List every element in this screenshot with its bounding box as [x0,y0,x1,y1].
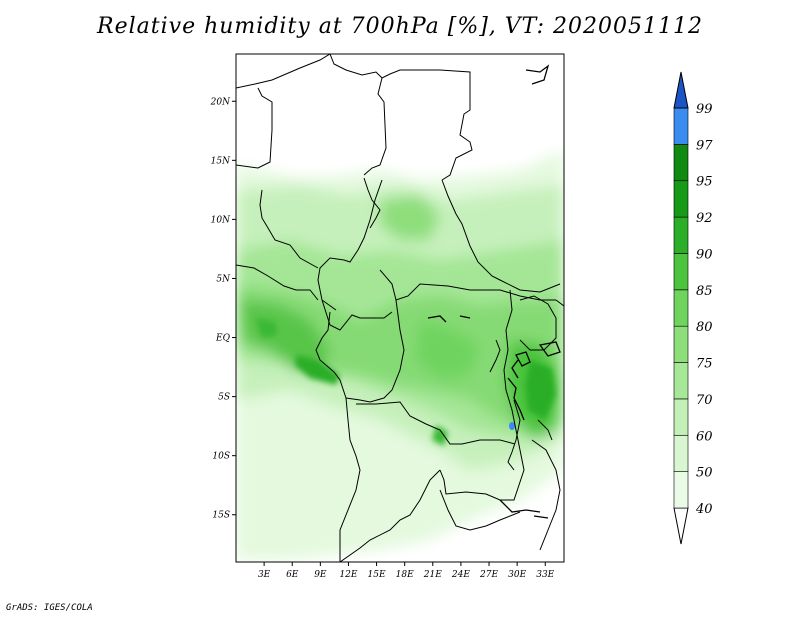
lon-tick-label: 15E [368,570,386,580]
lat-tick-label: EQ [215,334,231,344]
lon-tick-label: 12E [339,570,357,580]
colorbar-segment [673,471,689,509]
colorbar-top-triangle [673,71,689,109]
colorbar-label: 80 [696,320,713,335]
colorbar-label: 50 [696,466,713,481]
lakes [427,64,561,519]
lon-tick-label: 24E [451,570,470,580]
colorbar-bottom-triangle [673,507,689,545]
colorbar: 40 50 60 70 75 80 85 90 92 95 97 99 [673,71,713,545]
lon-tick-label: 33E [536,570,554,580]
lon-tick-label: 21E [423,570,442,580]
map-frame [235,53,565,563]
colorbar-label: 75 [696,357,713,372]
colorbar-segment [673,362,689,400]
colorbar-label: 70 [696,393,713,408]
lat-tick-label: 10S [212,452,230,462]
colorbar-label: 99 [696,102,713,117]
lon-tick-label: 18E [396,570,414,580]
lon-tick-label: 3E [258,570,271,580]
lon-tick-label: 30E [508,570,526,580]
colorbar-segment [673,107,689,145]
lat-tick-label: 15N [211,156,231,166]
colorbar-segment [673,398,689,436]
colorbar-segment [673,325,689,363]
colorbar-label: 40 [695,502,713,517]
chart-title: Relative humidity at 700hPa [%], VT: 202… [97,14,703,39]
grads-credit: GrADS: IGES/COLA [6,603,93,613]
colorbar-segment [673,289,689,327]
colorbar-label: 60 [696,429,713,444]
lat-tick-label: 20N [210,97,231,107]
colorbar-segment [673,253,689,291]
lon-tick-label: 27E [479,570,498,580]
colorbar-label: 90 [696,247,713,262]
lat-tick-label: 15S [212,511,230,521]
lon-tick-label: 6E [286,570,299,580]
lat-tick-label: 10N [211,215,231,225]
high-humidity-spot [509,422,515,430]
colorbar-segment [673,180,689,218]
colorbar-segment [673,216,689,254]
map-borders [236,54,564,562]
colorbar-segment [673,434,689,472]
lat-tick-label: 5N [216,274,231,284]
colorbar-label: 85 [696,284,713,299]
colorbar-label: 97 [696,138,713,153]
colorbar-label: 95 [696,175,713,190]
longitude-axis: 3E 6E 9E 12E 15E 18E 21E 24E 27E 30E 33E [258,562,555,580]
colorbar-segment [673,144,689,182]
colorbar-label: 92 [696,211,713,226]
lat-tick-label: 5S [218,393,230,403]
latitude-axis: 20N 15N 10N 5N EQ 5S 10S 15S [210,97,236,521]
lon-tick-label: 9E [314,570,327,580]
